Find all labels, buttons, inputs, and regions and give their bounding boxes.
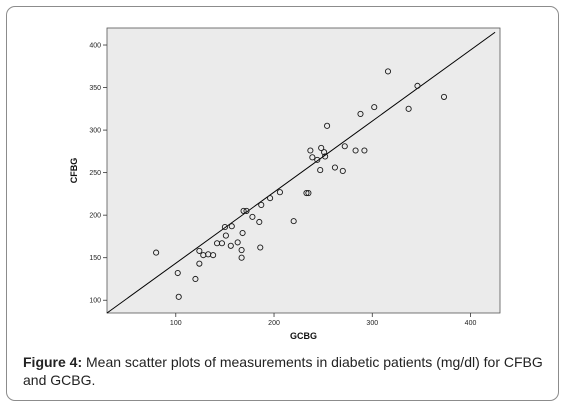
data-point [210, 252, 217, 259]
data-point [357, 110, 364, 117]
caption-text: Mean scatter plots of measurements in di… [23, 354, 543, 388]
data-point [405, 105, 412, 112]
figure-caption: Figure 4: Mean scatter plots of measurem… [23, 353, 548, 389]
x-tick-label: 400 [465, 320, 477, 327]
y-axis-title: CFBG [69, 158, 79, 184]
data-point [218, 240, 226, 247]
data-point [238, 246, 245, 254]
x-tick-label: 200 [268, 320, 280, 327]
data-point [239, 229, 246, 237]
data-point [324, 122, 331, 129]
data-point [414, 82, 421, 89]
y-axis: 100 150 200 250 300 350 400 [89, 43, 107, 305]
data-point [256, 218, 263, 226]
x-axis-title: GCBG [290, 331, 317, 341]
data-point [257, 244, 264, 251]
data-point [249, 213, 256, 220]
data-point [309, 154, 316, 161]
data-point [240, 207, 247, 214]
y-tick-label: 150 [89, 255, 101, 262]
y-tick-label: 200 [89, 213, 101, 220]
y-tick-label: 300 [89, 128, 101, 135]
data-point [440, 93, 448, 100]
data-point [318, 144, 325, 152]
data-point [339, 167, 346, 174]
data-point [196, 260, 203, 267]
data-point [307, 147, 314, 154]
y-tick-label: 350 [89, 85, 101, 92]
data-point [314, 156, 321, 163]
x-tick-label: 100 [170, 320, 182, 327]
data-point [221, 224, 228, 231]
x-tick-label: 300 [366, 320, 378, 327]
data-point [341, 143, 348, 150]
data-point [153, 249, 160, 256]
data-point [352, 147, 359, 154]
data-point [174, 269, 181, 277]
data-point [227, 242, 234, 249]
data-point [322, 153, 329, 160]
data-point [361, 147, 368, 154]
data-point [234, 239, 241, 246]
data-point [384, 68, 392, 75]
data-point [331, 164, 338, 171]
data-points [153, 68, 448, 300]
data-point [238, 254, 245, 261]
data-point [303, 189, 310, 197]
y-tick-label: 400 [89, 43, 101, 50]
x-axis: 100 200 300 400 [170, 313, 477, 327]
data-point [305, 189, 312, 197]
y-tick-label: 100 [89, 298, 101, 305]
data-point [321, 149, 328, 156]
data-point [258, 201, 265, 209]
data-point [243, 207, 250, 214]
reference-line [106, 31, 496, 314]
figure-label: Figure 4: [23, 354, 83, 370]
data-point [222, 232, 229, 239]
data-point [371, 104, 378, 111]
data-point [192, 275, 199, 283]
data-point [228, 223, 235, 230]
data-point [267, 195, 274, 202]
y-tick-label: 250 [89, 170, 101, 177]
data-point [290, 218, 297, 225]
data-point [317, 167, 324, 174]
data-point [175, 293, 182, 300]
data-point [196, 247, 203, 254]
data-point [276, 189, 283, 196]
